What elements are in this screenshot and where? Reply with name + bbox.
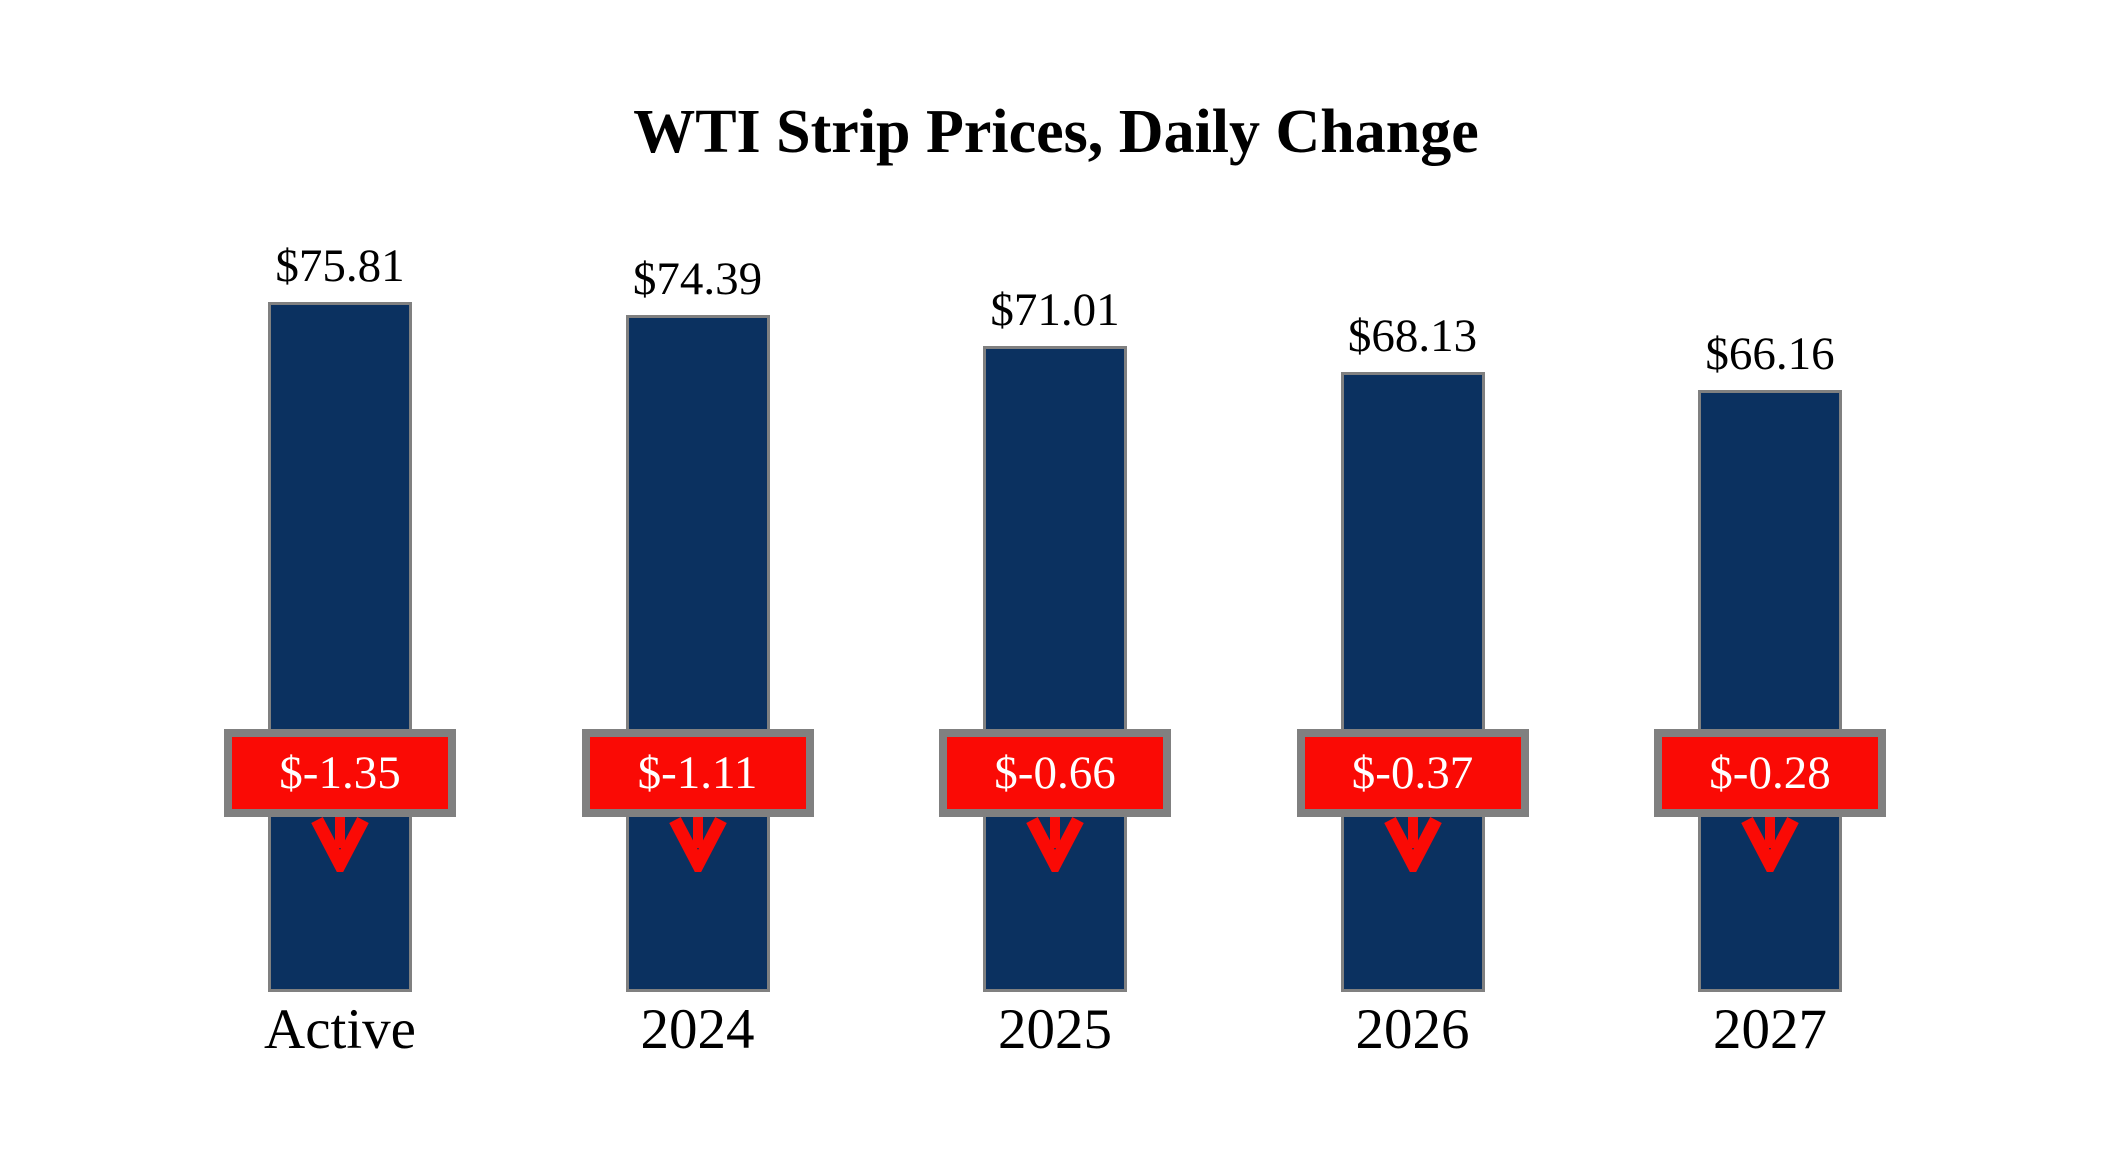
daily-change-value: $-0.66 xyxy=(994,746,1116,799)
daily-change-badge: $-1.35 xyxy=(224,729,456,817)
daily-change-badge: $-0.66 xyxy=(939,729,1171,817)
strip-price-bar xyxy=(1340,372,1485,992)
daily-change-value: $-0.37 xyxy=(1351,746,1474,799)
down-arrow-icon xyxy=(668,814,728,879)
daily-change-badge: $-1.11 xyxy=(581,729,814,817)
down-arrow-icon xyxy=(1025,814,1085,879)
category-label: 2026 xyxy=(1355,998,1470,1061)
category-label: Active xyxy=(264,998,416,1061)
daily-change-badge: $-0.37 xyxy=(1296,729,1529,817)
category-label: 2027 xyxy=(1713,998,1827,1061)
strip-price-bar xyxy=(268,302,412,992)
down-arrow-icon xyxy=(1740,814,1800,879)
strip-price-bar xyxy=(625,315,770,992)
category-label: 2025 xyxy=(998,998,1112,1061)
daily-change-value: $-1.35 xyxy=(279,746,401,799)
price-label: $68.13 xyxy=(1347,310,1478,362)
category-label: 2024 xyxy=(640,998,755,1061)
strip-price-bar xyxy=(1698,390,1842,992)
strip-price-bar xyxy=(983,346,1127,992)
price-label: $71.01 xyxy=(990,284,1120,336)
daily-change-badge: $-0.28 xyxy=(1654,729,1886,817)
price-label: $66.16 xyxy=(1705,328,1835,380)
price-label: $75.81 xyxy=(275,240,405,292)
price-label: $74.39 xyxy=(632,253,763,305)
daily-change-value: $-0.28 xyxy=(1709,746,1831,799)
chart-title: WTI Strip Prices, Daily Change xyxy=(633,98,1479,166)
down-arrow-icon xyxy=(1383,814,1443,879)
daily-change-value: $-1.11 xyxy=(637,746,758,799)
down-arrow-icon xyxy=(310,814,370,879)
